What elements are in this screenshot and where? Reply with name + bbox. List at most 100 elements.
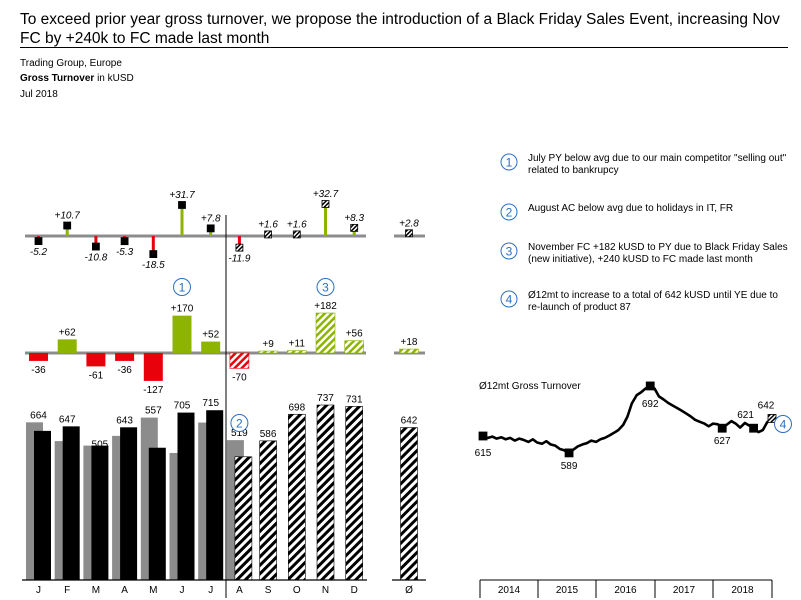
forecast-bar — [259, 440, 277, 581]
month-label: F — [64, 585, 70, 596]
pin-head — [63, 221, 72, 230]
month-label: S — [265, 585, 272, 596]
value-label: 705 — [174, 401, 191, 412]
value-label: 698 — [288, 402, 305, 413]
month-label: N — [322, 585, 329, 596]
comment-number-circle — [500, 290, 518, 308]
trend-label: 621 — [737, 410, 754, 421]
pin-head — [235, 243, 244, 252]
pin-head — [292, 230, 301, 239]
headline: To exceed prior year gross turnover, we … — [20, 11, 780, 47]
variance-label: +9 — [262, 339, 274, 350]
year-label: 2017 — [673, 585, 696, 596]
variance-label: -70 — [232, 372, 247, 383]
comment-number: 1 — [506, 156, 513, 170]
percent-label: -11.9 — [228, 254, 250, 265]
percent-label: +10.7 — [55, 211, 81, 222]
trend-label: 692 — [642, 399, 659, 410]
year-label: 2014 — [498, 585, 521, 596]
marker-4-number: 4 — [780, 418, 787, 432]
value-label: 519 — [231, 428, 248, 439]
variance-label: +62 — [59, 327, 76, 338]
month-label: J — [208, 585, 213, 596]
month-label: J — [36, 585, 41, 596]
variance-label: +11 — [289, 339, 306, 350]
headline-rule — [20, 47, 788, 48]
pin-head — [405, 229, 413, 238]
turnover-column-chart: 664 647 505 643 557 705 715 519 586 698 737 731 642 — [26, 393, 418, 581]
variance-label: -127 — [143, 385, 163, 396]
comment-3: 3 November FC +182 kUSD to PY due to Blac… — [500, 242, 790, 266]
actual-bar — [148, 447, 166, 580]
trend-marker — [478, 431, 488, 441]
percent-label: +1.6 — [287, 219, 307, 230]
trend-marker — [717, 423, 727, 433]
variance-label: +56 — [346, 329, 363, 340]
variance-label: +52 — [202, 330, 219, 341]
value-label: 715 — [202, 398, 219, 409]
variance-label: +182 — [314, 301, 337, 312]
positive-variance-bar — [399, 348, 419, 354]
actual-bar — [91, 445, 109, 580]
forecast-bar — [234, 456, 253, 581]
percent-label: -5.3 — [116, 247, 134, 258]
pin-head — [178, 201, 186, 209]
trend-marker — [645, 381, 655, 391]
marker-2-circle — [230, 414, 249, 432]
month-label: Ø — [405, 585, 413, 596]
value-label: 731 — [346, 394, 363, 405]
percent-label: +1.6 — [258, 219, 278, 230]
pin-head — [92, 242, 100, 251]
percent-label: +8.3 — [344, 213, 364, 224]
meta-measure: Gross Turnover in kUSD — [20, 72, 134, 85]
comment-4: 4 Ø12mt to increase to a total of 642 kUS… — [500, 290, 790, 314]
trend-chart-title: Ø12mt Gross Turnover — [479, 381, 581, 392]
comment-number-icon: 3 — [500, 242, 518, 260]
actual-bar — [62, 426, 80, 580]
comment-text: July PY below avg due to our main compet… — [528, 153, 787, 176]
value-label: 505 — [92, 440, 109, 451]
comment-number-circle — [500, 203, 518, 221]
trend-line-chart: 615 589 692 627 621 642 2014 2015 2016 2017 2018 — [475, 381, 777, 598]
positive-variance-bar — [258, 350, 278, 354]
relative-variance-chart: -5.2 +10.7 -10.8 -5.3 -18.5 +31.7 +7.8 -11.9 +1.… — [25, 189, 425, 271]
month-label: M — [92, 585, 100, 596]
absolute-variance-chart: -36 +62 -61 -36 -127 +170 +52 -70 +9 +11 +182 +56 +1… — [25, 301, 425, 396]
variance-label: -36 — [117, 365, 132, 376]
percent-label: -18.5 — [142, 260, 165, 271]
year-label: 2015 — [556, 585, 579, 596]
trend-marker — [564, 448, 574, 458]
pin-head — [206, 224, 215, 233]
month-label: O — [293, 585, 301, 596]
value-label: 642 — [401, 416, 418, 427]
variance-label: -61 — [89, 370, 104, 381]
actual-bar — [120, 427, 138, 580]
pin-head — [321, 200, 330, 208]
forecast-bar — [287, 413, 306, 581]
positive-variance-bar — [172, 315, 192, 353]
positive-variance-bar — [344, 340, 365, 354]
trend-marker — [749, 423, 758, 433]
comment-number-icon: 1 — [500, 153, 518, 171]
forecast-bar — [400, 427, 418, 581]
month-label: D — [351, 585, 358, 596]
year-label: 2016 — [614, 585, 637, 596]
pin-head — [149, 250, 158, 259]
marker-1-number: 1 — [179, 281, 186, 295]
percent-label: +31.7 — [169, 190, 195, 201]
negative-variance-bar — [229, 352, 250, 369]
actual-bar — [34, 430, 51, 580]
percent-label: -10.8 — [85, 253, 108, 264]
marker-3-circle — [316, 278, 335, 296]
variance-label: +18 — [401, 337, 418, 348]
month-label: A — [236, 585, 243, 596]
forecast-bar — [345, 406, 364, 581]
meta-measure-name: Gross Turnover — [20, 73, 95, 84]
positive-variance-bar — [315, 312, 336, 354]
positive-variance-bar — [286, 350, 307, 354]
percent-label: -5.2 — [30, 247, 48, 258]
value-label: 647 — [59, 414, 76, 425]
month-label: J — [180, 585, 185, 596]
